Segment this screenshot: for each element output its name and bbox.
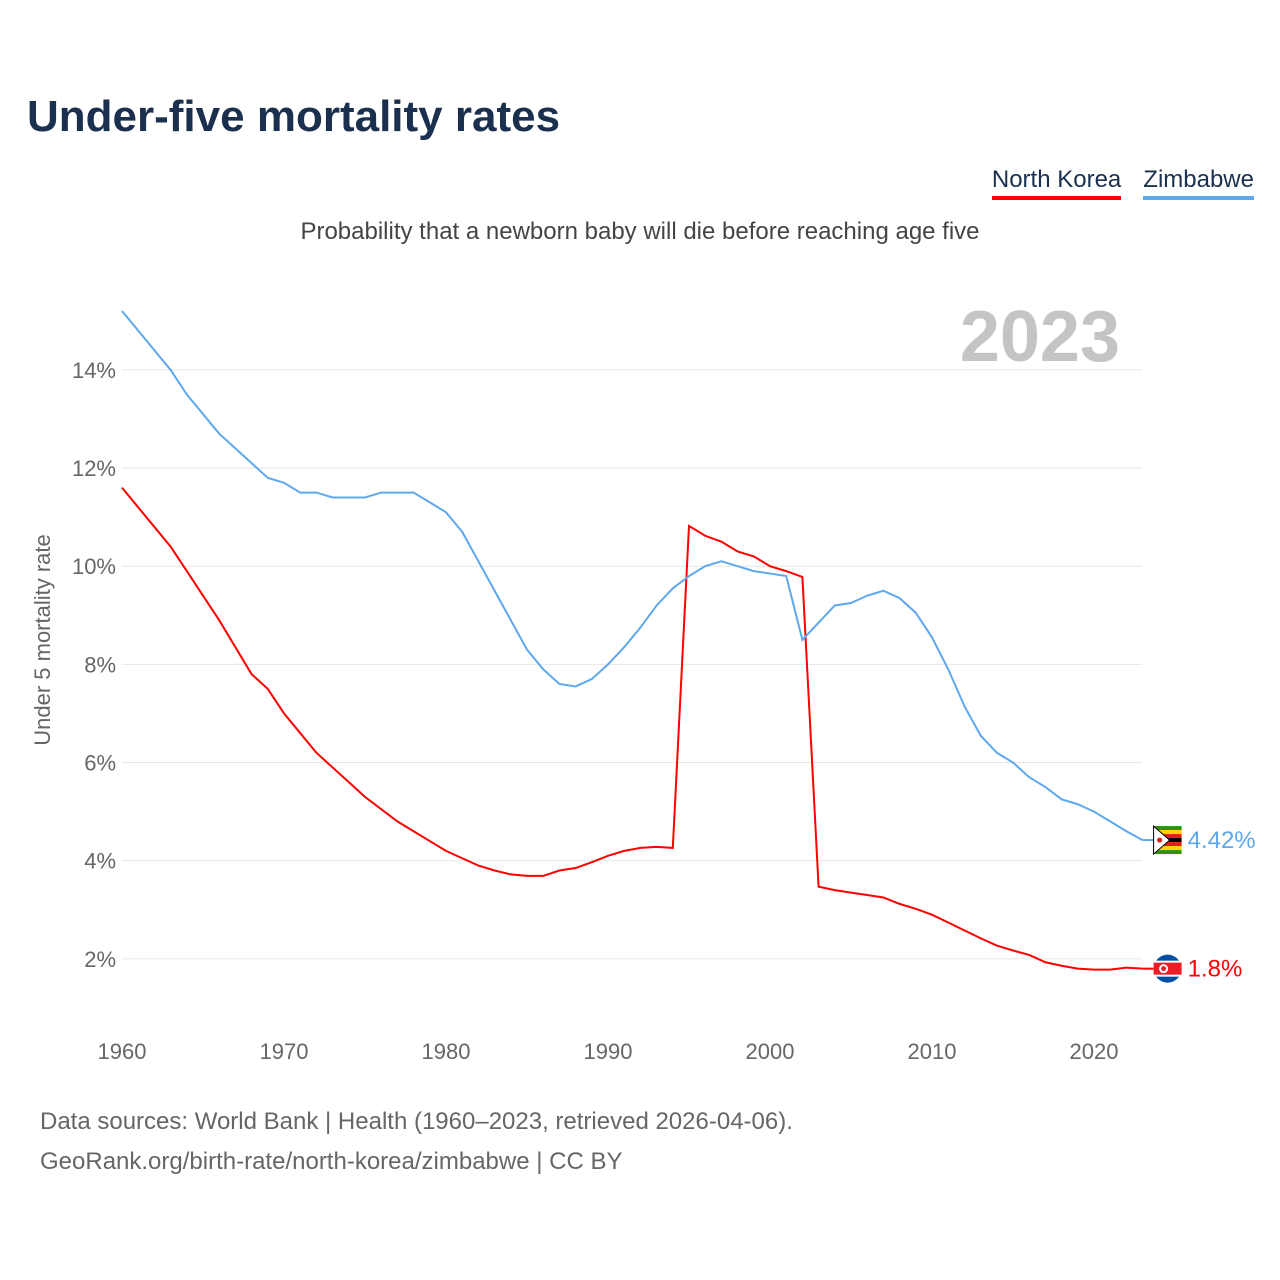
source-text: Data sources: World Bank | Health (1960–… [40,1108,793,1135]
x-tick-label: 1970 [260,1039,309,1064]
x-tick-label: 2020 [1070,1039,1119,1064]
y-tick-label: 2% [84,947,116,972]
series-line-north-korea [121,487,1143,971]
north-korea-flag-icon [1153,954,1182,983]
chart-title: Under-five mortality rates [27,92,561,141]
year-watermark: 2023 [960,297,1120,377]
x-tick-label: 1960 [98,1039,147,1064]
end-value-label: 1.8% [1188,956,1243,983]
y-tick-label: 6% [84,751,116,776]
y-tick-label: 10% [72,554,116,579]
x-tick-label: 1990 [584,1039,633,1064]
y-tick-label: 12% [72,456,116,481]
y-tick-label: 4% [84,849,116,874]
y-tick-label: 14% [72,358,116,383]
end-value-label: 4.42% [1188,827,1256,854]
source-link[interactable]: GeoRank.org/birth-rate/north-korea/zimba… [40,1148,623,1175]
chart-subtitle: Probability that a newborn baby will die… [300,218,980,245]
x-tick-label: 2000 [746,1039,795,1064]
legend: North Korea Zimbabwe [991,166,1254,200]
x-tick-label: 2010 [908,1039,957,1064]
x-tick-label: 1980 [422,1039,471,1064]
series-line-zimbabwe [121,310,1144,841]
y-tick-label: 8% [84,652,116,677]
y-axis-label: Under 5 mortality rate [30,534,55,746]
legend-zimbabwe[interactable]: Zimbabwe [1143,166,1254,200]
legend-north-korea[interactable]: North Korea [991,166,1122,200]
zimbabwe-flag-icon [1153,824,1182,856]
